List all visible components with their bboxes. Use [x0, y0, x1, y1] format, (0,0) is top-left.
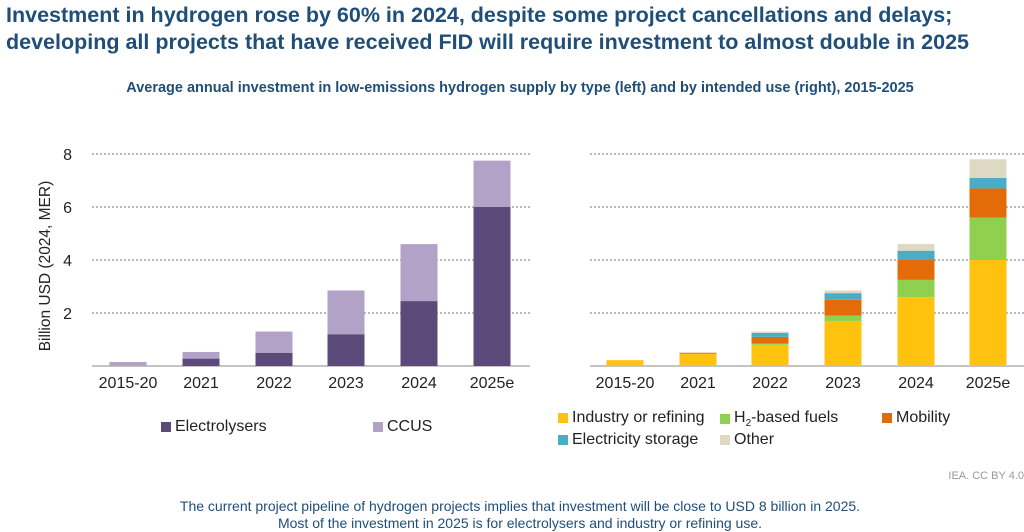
bar-segment: [751, 344, 789, 366]
legend-label-h2-fuels: H2-based fuels: [734, 409, 838, 429]
x-tick-label: 2025e: [470, 375, 515, 392]
x-tick-label: 2025e: [966, 375, 1011, 392]
chart-subtitle: Average annual investment in low-emissio…: [126, 80, 914, 96]
legend-swatch-electrolysers: [161, 422, 171, 432]
bar-segment: [969, 159, 1007, 178]
bar-segment: [751, 332, 789, 337]
x-tick-label: 2021: [680, 375, 716, 392]
bar-segment: [824, 293, 862, 300]
legend-label-industry: Industry or refining: [572, 409, 705, 426]
y-tick-label: 6: [63, 200, 72, 217]
bar-segment: [969, 177, 1007, 189]
legend-label-electrolysers: Electrolysers: [175, 418, 267, 435]
legend-label-storage: Electricity storage: [572, 431, 699, 448]
footer-line-2: Most of the investment in 2025 is for el…: [277, 515, 762, 531]
bar-segment: [969, 260, 1007, 366]
bar-segment: [824, 320, 862, 366]
bar-segment: [897, 297, 935, 366]
x-tick-label: 2015-20: [99, 375, 158, 392]
legend-item-mobility: Mobility: [882, 409, 950, 427]
title-line-2: developing all projects that have receiv…: [6, 30, 969, 54]
bar-segment: [897, 244, 935, 251]
bar-segment: [679, 353, 717, 355]
x-tick-label: 2024: [898, 375, 934, 392]
x-tick-label: 2022: [256, 375, 292, 392]
bar-segment: [182, 351, 220, 359]
bar-segment: [897, 250, 935, 260]
legend-h2-sub: 2: [745, 418, 752, 430]
legend-item-h2-fuels: H2-based fuels: [720, 409, 838, 429]
bar-segment: [679, 354, 717, 366]
bar-segment: [897, 279, 935, 298]
legend-h2-prefix: H: [734, 409, 746, 426]
x-tick-label: 2023: [825, 375, 861, 392]
title-line-1: Investment in hydrogen rose by 60% in 20…: [6, 3, 953, 27]
bar-segment: [679, 352, 717, 354]
legend-label-other: Other: [734, 431, 775, 448]
bar-segment: [473, 160, 511, 207]
legend-label-ccus: CCUS: [387, 418, 433, 435]
bar-segment: [751, 336, 789, 344]
y-tick-label: 2: [63, 306, 72, 323]
legend-h2-suffix: -based fuels: [751, 409, 839, 426]
legend-item-other: Other: [720, 431, 774, 449]
y-tick-label: 4: [63, 253, 72, 270]
bar-segment: [400, 301, 438, 366]
legend-label-mobility: Mobility: [896, 409, 951, 426]
legend-item-storage: Electricity storage: [558, 431, 698, 449]
bar-segment: [182, 358, 220, 366]
bar-segment: [400, 244, 438, 302]
chart-footer-note: The current project pipeline of hydrogen…: [0, 498, 1024, 532]
bar-segment: [327, 290, 365, 335]
legend-item-ccus: CCUS: [373, 418, 432, 436]
bar-segment: [969, 217, 1007, 260]
x-tick-label: 2024: [401, 375, 437, 392]
x-tick-label: 2021: [183, 375, 219, 392]
bar-segment: [327, 334, 365, 366]
y-axis-label: Billion USD (2024, MER): [37, 181, 54, 352]
bar-segment: [606, 360, 644, 366]
bar-segment: [109, 362, 147, 366]
bar-segment: [751, 331, 789, 333]
source-credit: IEA. CC BY 4.0: [948, 470, 1024, 482]
legend-swatch-industry: [558, 413, 568, 423]
bar-segment: [751, 343, 789, 345]
bar-segment: [255, 331, 293, 353]
bar-segment: [824, 315, 862, 321]
legend-swatch-ccus: [373, 422, 383, 432]
legend-item-industry: Industry or refining: [558, 409, 705, 427]
footer-line-1: The current project pipeline of hydrogen…: [179, 498, 861, 514]
legend-swatch-h2-fuels: [720, 414, 730, 425]
x-tick-label: 2023: [328, 375, 364, 392]
chart-title: Investment in hydrogen rose by 60% in 20…: [6, 2, 1020, 56]
x-tick-label: 2015-20: [596, 375, 655, 392]
bar-segment: [824, 299, 862, 316]
legend-swatch-mobility: [882, 413, 892, 423]
bar-segment: [473, 207, 511, 366]
x-tick-label: 2022: [752, 375, 788, 392]
bar-segment: [969, 188, 1007, 218]
legend-swatch-storage: [558, 435, 568, 445]
bar-segment: [255, 352, 293, 366]
legend-item-electrolysers: Electrolysers: [161, 418, 267, 436]
y-tick-label: 8: [63, 147, 72, 164]
legend-swatch-other: [720, 435, 730, 445]
bar-segment: [824, 290, 862, 294]
bar-segment: [897, 260, 935, 280]
